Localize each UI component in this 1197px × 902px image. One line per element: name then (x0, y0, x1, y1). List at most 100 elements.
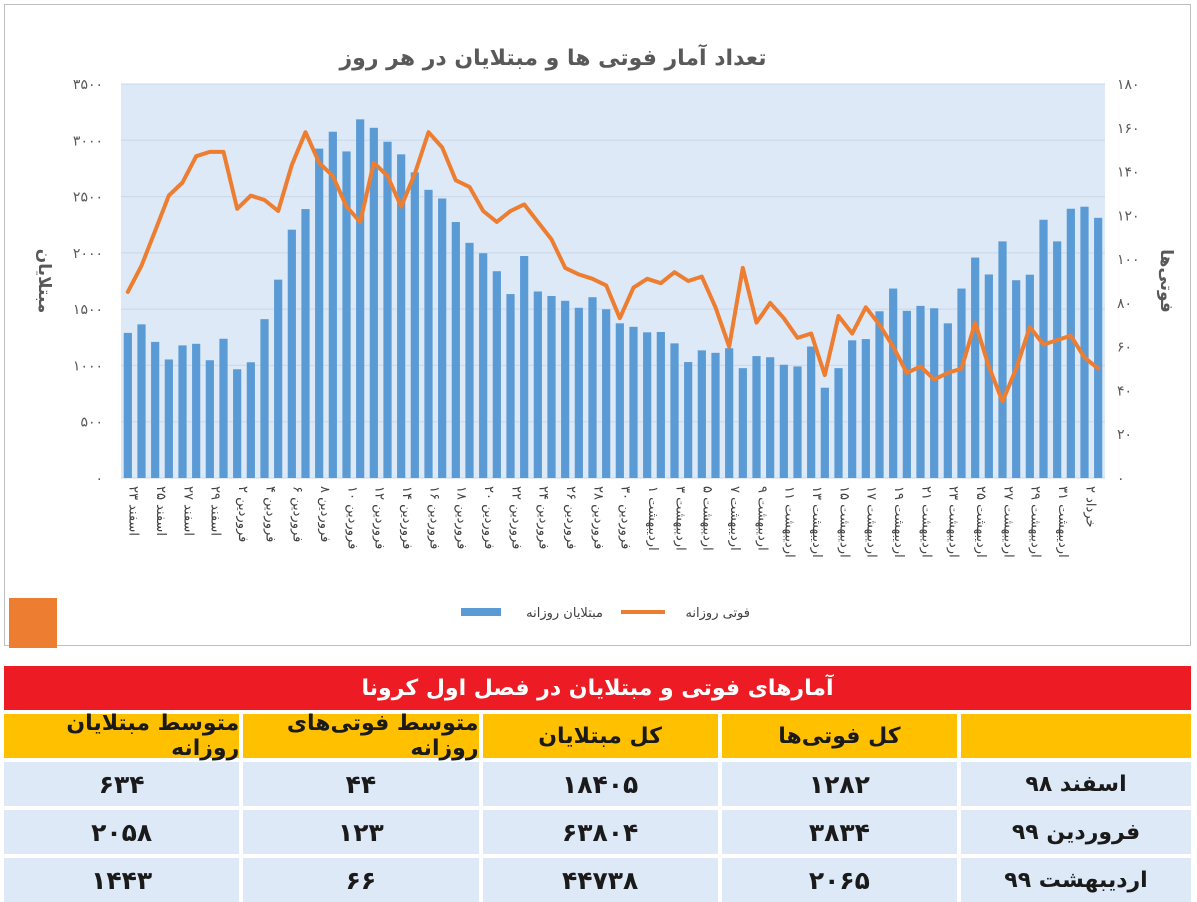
y-right-ticks: ۰ ۲۰ ۴۰ ۶۰ ۸۰ ۱۰۰ ۱۲۰ ۱۴۰ ۱۶۰ ۱۸۰ (1117, 77, 1140, 487)
bar (588, 297, 597, 478)
bar (506, 294, 515, 478)
y-left-tick-label: ۱۵۰۰ (73, 302, 103, 318)
x-tick-label: ۲۹ اردیبهشت (1028, 486, 1043, 558)
bar (725, 348, 734, 478)
bar (738, 368, 747, 478)
bar (984, 274, 993, 478)
x-tick-label: ۱ اردیبهشت (645, 486, 660, 551)
x-tick-label: ۱۱ اردیبهشت (782, 486, 797, 558)
cell-total-deaths: ۲۰۶۵ (721, 858, 957, 902)
y-left-tick-label: ۲۵۰۰ (73, 190, 103, 206)
y-left-tick-label: ۵۰۰ (80, 415, 103, 431)
bar (233, 369, 242, 478)
bar (547, 295, 556, 478)
bar (943, 323, 952, 478)
cell-avg-deaths: ۱۲۳ (243, 810, 479, 854)
bar (643, 332, 652, 478)
bar (164, 359, 173, 478)
bar (807, 346, 816, 478)
cell-total-cases: ۱۸۴۰۵ (482, 762, 718, 806)
table-row: اردیبهشت ۹۹ ۲۰۶۵ ۴۴۷۳۸ ۶۶ ۱۴۴۳ (4, 858, 1191, 902)
x-tick-label: فروردین ۲۶ (563, 486, 578, 549)
header-empty (961, 714, 1191, 758)
y-right-tick-label: ۰ (1117, 471, 1125, 487)
bar (752, 356, 761, 478)
bar (205, 360, 214, 478)
y-left-tick-label: ۰ (95, 471, 103, 487)
legend: مبتلایان روزانه فوتی روزانه (461, 606, 750, 621)
x-tick-label: ۲۵ اردیبهشت (973, 486, 988, 558)
chart-panel: ۰ ۵۰۰ ۱۰۰۰ ۱۵۰۰ ۲۰۰۰ ۲۵۰۰ ۳۰۰۰ ۳۵۰۰ ۰ ۲۰ ۴۰ ۶۰ ۸۰ ۱۰… (4, 4, 1191, 648)
bar (1080, 206, 1089, 478)
x-tick-label: ۲۷ اردیبهشت (1000, 486, 1015, 558)
row-label: فروردین ۹۹ (961, 810, 1191, 854)
bar (397, 154, 406, 478)
x-tick-label: ۸ فروردین (317, 486, 332, 542)
x-tick-label: ۷ اردیبهشت (727, 486, 742, 551)
bar (219, 338, 228, 478)
y-right-label: فوتی‌ها (1156, 249, 1176, 313)
x-tick-label: ۱۴ فروردین (399, 486, 414, 549)
bar (1053, 241, 1062, 478)
x-tick-label: ۲۱ اردیبهشت (918, 486, 933, 558)
row-label: اردیبهشت ۹۹ (961, 858, 1191, 902)
bar (383, 141, 392, 478)
bar (1094, 217, 1103, 479)
bar (889, 288, 898, 478)
header-avg-cases: متوسط مبتلایان روزانه (4, 711, 240, 761)
cell-avg-deaths: ۶۶ (243, 858, 479, 902)
x-tick-label: ۲۲ فروردین (508, 486, 523, 549)
cell-total-cases: ۴۴۷۳۸ (482, 858, 718, 902)
x-tick-label: ۱۶ فروردین (426, 486, 441, 549)
bar (1025, 274, 1034, 478)
chart-svg: ۰ ۵۰۰ ۱۰۰۰ ۱۵۰۰ ۲۰۰۰ ۲۵۰۰ ۳۰۰۰ ۳۵۰۰ ۰ ۲۰ ۴۰ ۶۰ ۸۰ ۱۰… (34, 43, 1176, 621)
bar (629, 326, 638, 478)
cell-total-cases: ۶۳۸۰۴ (482, 810, 718, 854)
y-left-tick-label: ۳۰۰۰ (73, 133, 103, 149)
y-right-tick-label: ۸۰ (1117, 296, 1132, 312)
x-tick-label: ۹ اردیبهشت (754, 486, 769, 551)
y-right-tick-label: ۲۰ (1117, 427, 1132, 443)
line-series (125, 130, 1101, 404)
bar (192, 343, 201, 478)
x-tick-label: ۱۷ اردیبهشت (864, 486, 879, 558)
x-tick-label: ۱۹ اردیبهشت (891, 486, 906, 558)
bar (930, 308, 939, 478)
bar (574, 307, 583, 478)
cell-total-deaths: ۱۲۸۲ (721, 762, 957, 806)
bar (451, 222, 460, 478)
header-total-deaths: کل فوتی‌ها (721, 714, 957, 758)
bar (492, 271, 501, 478)
bar (834, 368, 843, 478)
x-tick-label: فروردین ۳۰ (618, 486, 633, 549)
bar (479, 253, 488, 478)
x-tick-label: ۲۳ اسفند (126, 486, 141, 536)
x-tick-label: ۲ خرداد (1082, 486, 1097, 528)
bar (779, 364, 788, 478)
cell-avg-cases: ۲۰۵۸ (4, 810, 240, 854)
bar (465, 242, 474, 478)
x-tick-label: ۲۴ فروردین (536, 486, 551, 549)
bar (957, 288, 966, 478)
y-left-label: مبتلایان (34, 249, 54, 314)
bar (356, 119, 365, 479)
x-tick-label: ۱۲ فروردین (372, 486, 387, 549)
bar (246, 362, 255, 478)
bar (902, 310, 911, 478)
row-label: اسفند ۹۸ (961, 762, 1191, 806)
bar (602, 309, 611, 478)
y-right-tick-label: ۱۲۰ (1117, 208, 1140, 224)
bar (410, 172, 419, 478)
bar (315, 148, 324, 478)
x-tick-label: ۳ اردیبهشت (672, 486, 687, 551)
bar (670, 343, 679, 478)
y-right-tick-label: ۶۰ (1117, 340, 1132, 356)
x-tick-label: ۱۵ اردیبهشت (836, 486, 851, 558)
chart-title: تعداد آمار فوتی ها و مبتلایان در هر روز (339, 43, 767, 71)
bar (711, 352, 720, 478)
cell-avg-deaths: ۴۴ (243, 762, 479, 806)
bar (287, 229, 296, 478)
table-header-row: کل فوتی‌ها کل مبتلایان متوسط فوتی‌های رو… (4, 711, 1191, 761)
legend-line-label: فوتی روزانه (685, 606, 750, 621)
bar (875, 311, 884, 478)
